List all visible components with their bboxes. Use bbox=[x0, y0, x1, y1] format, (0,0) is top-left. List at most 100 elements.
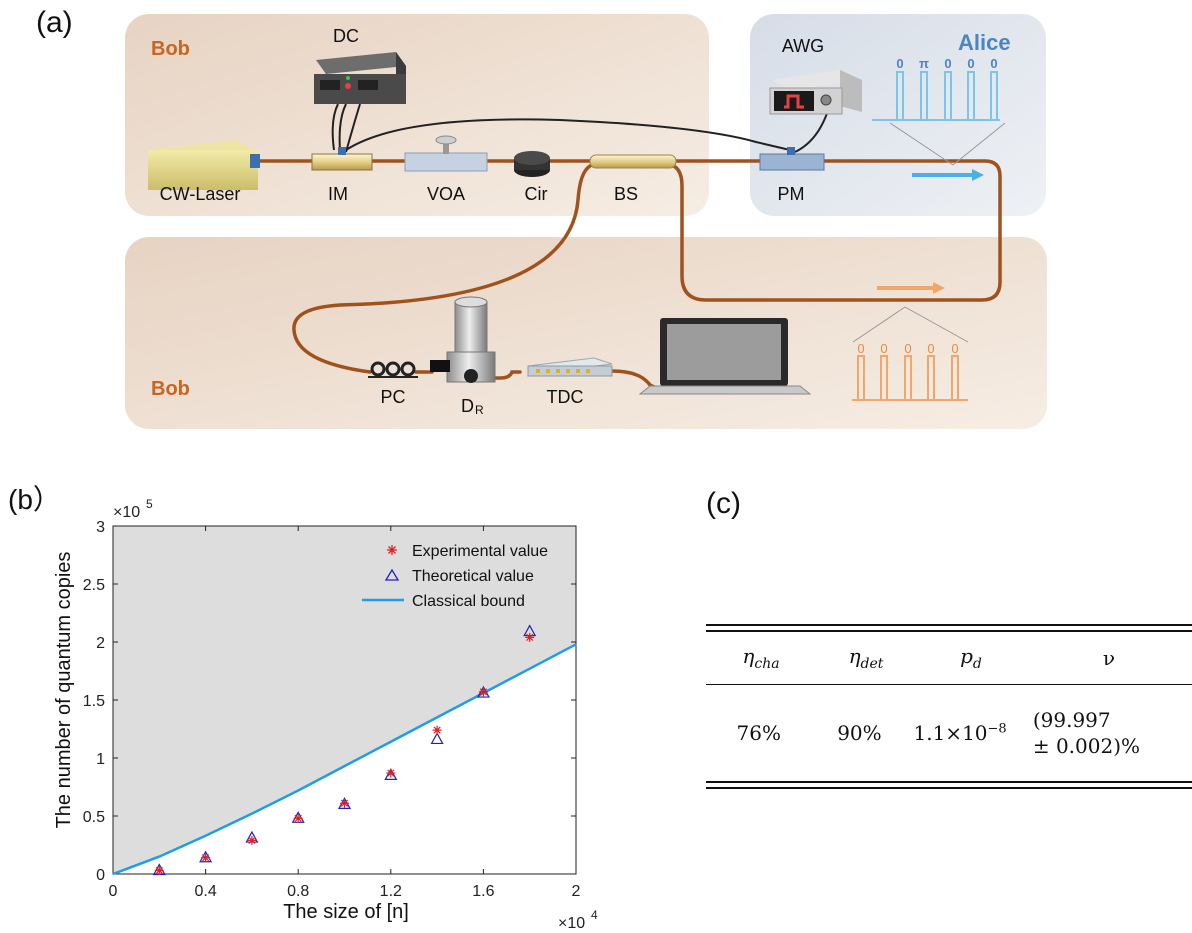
bob-bottom-region bbox=[125, 237, 1047, 429]
y-tick-label: 0 bbox=[96, 867, 105, 884]
table-mid-rule bbox=[706, 684, 1192, 685]
quantum-advantage-region bbox=[113, 526, 576, 874]
experimental-point bbox=[386, 768, 396, 778]
beam-splitter bbox=[589, 154, 677, 169]
alice-pulse-label-1: 0 bbox=[896, 56, 903, 71]
y-tick-label: 3 bbox=[96, 519, 105, 536]
experimental-point bbox=[478, 687, 488, 697]
bob-top-region bbox=[125, 14, 709, 216]
cir-label: Cir bbox=[525, 184, 548, 204]
experimental-point bbox=[525, 632, 535, 642]
legend-theoretical-label: Theoretical value bbox=[412, 568, 534, 585]
detector bbox=[430, 296, 496, 383]
y-multiplier-exp: 5 bbox=[146, 497, 153, 511]
legend-classical-label: Classical bound bbox=[412, 593, 525, 610]
x-axis-label: The size of [n] bbox=[283, 901, 409, 923]
y-multiplier: ×10 bbox=[113, 504, 140, 521]
alice-pulse-label-5: 0 bbox=[990, 56, 997, 71]
x-multiplier-exp: 4 bbox=[591, 908, 598, 922]
laptop-icon bbox=[638, 318, 812, 395]
bob-pulse-label-1: 0 bbox=[857, 341, 864, 356]
alice-pulse-label-3: 0 bbox=[944, 56, 951, 71]
header-pd: pd bbox=[960, 644, 982, 672]
bob-pulse-label-5: 0 bbox=[951, 341, 958, 356]
x-tick-label: 0.8 bbox=[287, 883, 309, 900]
alice-label: Alice bbox=[958, 30, 1011, 55]
bob-pulse-label-4: 0 bbox=[927, 341, 934, 356]
theoretical-point bbox=[430, 732, 444, 745]
cw-laser bbox=[148, 140, 260, 190]
tdc-label: TDC bbox=[547, 387, 584, 407]
bob-top-label: Bob bbox=[151, 38, 190, 60]
table-bottom-rule bbox=[706, 781, 1192, 789]
header-eta-det: ηdet bbox=[848, 644, 884, 672]
classical-bound-line bbox=[112, 643, 577, 876]
circulator bbox=[514, 151, 550, 177]
experimental-point bbox=[154, 866, 164, 876]
voa-label: VOA bbox=[427, 184, 465, 204]
legend-theoretical-marker bbox=[384, 568, 400, 581]
cell-eta-cha: 76% bbox=[736, 721, 781, 745]
legend-experimental-label: Experimental value bbox=[412, 543, 548, 560]
x-tick-label: 0 bbox=[109, 883, 118, 900]
polarization-controller bbox=[368, 361, 418, 378]
y-tick-label: 2.5 bbox=[83, 577, 105, 594]
pc-label: PC bbox=[380, 387, 405, 407]
theoretical-point bbox=[384, 768, 398, 780]
fiber-paths bbox=[256, 159, 1002, 392]
electrical-cables bbox=[331, 103, 831, 153]
alice-pulse-train bbox=[872, 71, 1006, 166]
dr-subscript: R bbox=[475, 403, 484, 417]
experimental-point bbox=[432, 725, 442, 735]
im-label: IM bbox=[328, 184, 348, 204]
bs-label: BS bbox=[614, 184, 638, 204]
table-header-row: ηcha ηdet pd ν bbox=[706, 632, 1192, 684]
panel-label-b: (b） bbox=[8, 484, 61, 515]
y-axis-label: The number of quantum copies bbox=[53, 552, 75, 829]
experimental-point bbox=[340, 798, 349, 808]
y-tick-label: 2 bbox=[96, 635, 105, 652]
header-nu: ν bbox=[1102, 646, 1116, 670]
x-multiplier: ×10 bbox=[558, 915, 585, 932]
pm-label: PM bbox=[778, 184, 805, 204]
y-tick-label: 0.5 bbox=[83, 809, 105, 826]
experimental-point bbox=[201, 853, 211, 863]
header-eta-cha: ηcha bbox=[742, 644, 780, 672]
dc-label: DC bbox=[333, 26, 359, 46]
legend-experimental-marker bbox=[387, 545, 397, 555]
panel-label-a: (a) bbox=[36, 6, 73, 39]
bob-pulse-train bbox=[852, 306, 969, 401]
quantum-copies-chart: 0 0.4 0.8 1.2 1.6 2 0 0.5 1 1.5 2 2.5 3 The size of … bbox=[53, 497, 598, 932]
alice-pulse-label-2: π bbox=[919, 56, 929, 71]
parameters-table: ηcha ηdet pd ν 76% 90% 1.1×10−8 (99.997 … bbox=[706, 624, 1192, 789]
cell-eta-det: 90% bbox=[837, 721, 882, 745]
panel-label-c: (c) bbox=[706, 487, 741, 520]
x-tick-label: 2 bbox=[572, 883, 581, 900]
y-tick-label: 1.5 bbox=[83, 693, 105, 710]
experimental-point bbox=[293, 813, 303, 823]
x-tick-label: 1.6 bbox=[472, 883, 494, 900]
setup-diagram: Bob Bob Alice DC CW-Laser bbox=[125, 14, 1047, 429]
legend: Experimental value Theoretical value Cla… bbox=[362, 543, 548, 610]
bob-pulse-label-3: 0 bbox=[904, 341, 911, 356]
dc-supply bbox=[314, 52, 406, 104]
intensity-modulator bbox=[311, 147, 373, 171]
bob-pulse-label-2: 0 bbox=[880, 341, 887, 356]
y-tick-label: 1 bbox=[96, 751, 105, 768]
table-row: 76% 90% 1.1×10−8 (99.997 ± 0.002)% bbox=[706, 685, 1192, 781]
alice-pulse-label-4: 0 bbox=[967, 56, 974, 71]
x-tick-label: 1.2 bbox=[380, 883, 402, 900]
cell-pd: 1.1×10−8 bbox=[913, 721, 1007, 745]
awg-label: AWG bbox=[782, 36, 824, 56]
cell-nu: (99.997 ± 0.002)% bbox=[1032, 708, 1141, 758]
phase-modulator bbox=[759, 147, 825, 171]
dr-label: D bbox=[461, 396, 474, 416]
tdc bbox=[527, 357, 613, 377]
x-tick-label: 0.4 bbox=[194, 883, 216, 900]
table-top-rule bbox=[706, 624, 1192, 632]
voa bbox=[404, 135, 488, 172]
experimental-point bbox=[247, 835, 257, 845]
cw-laser-label: CW-Laser bbox=[160, 184, 241, 204]
bob-bottom-label: Bob bbox=[151, 378, 190, 400]
awg bbox=[769, 70, 862, 115]
